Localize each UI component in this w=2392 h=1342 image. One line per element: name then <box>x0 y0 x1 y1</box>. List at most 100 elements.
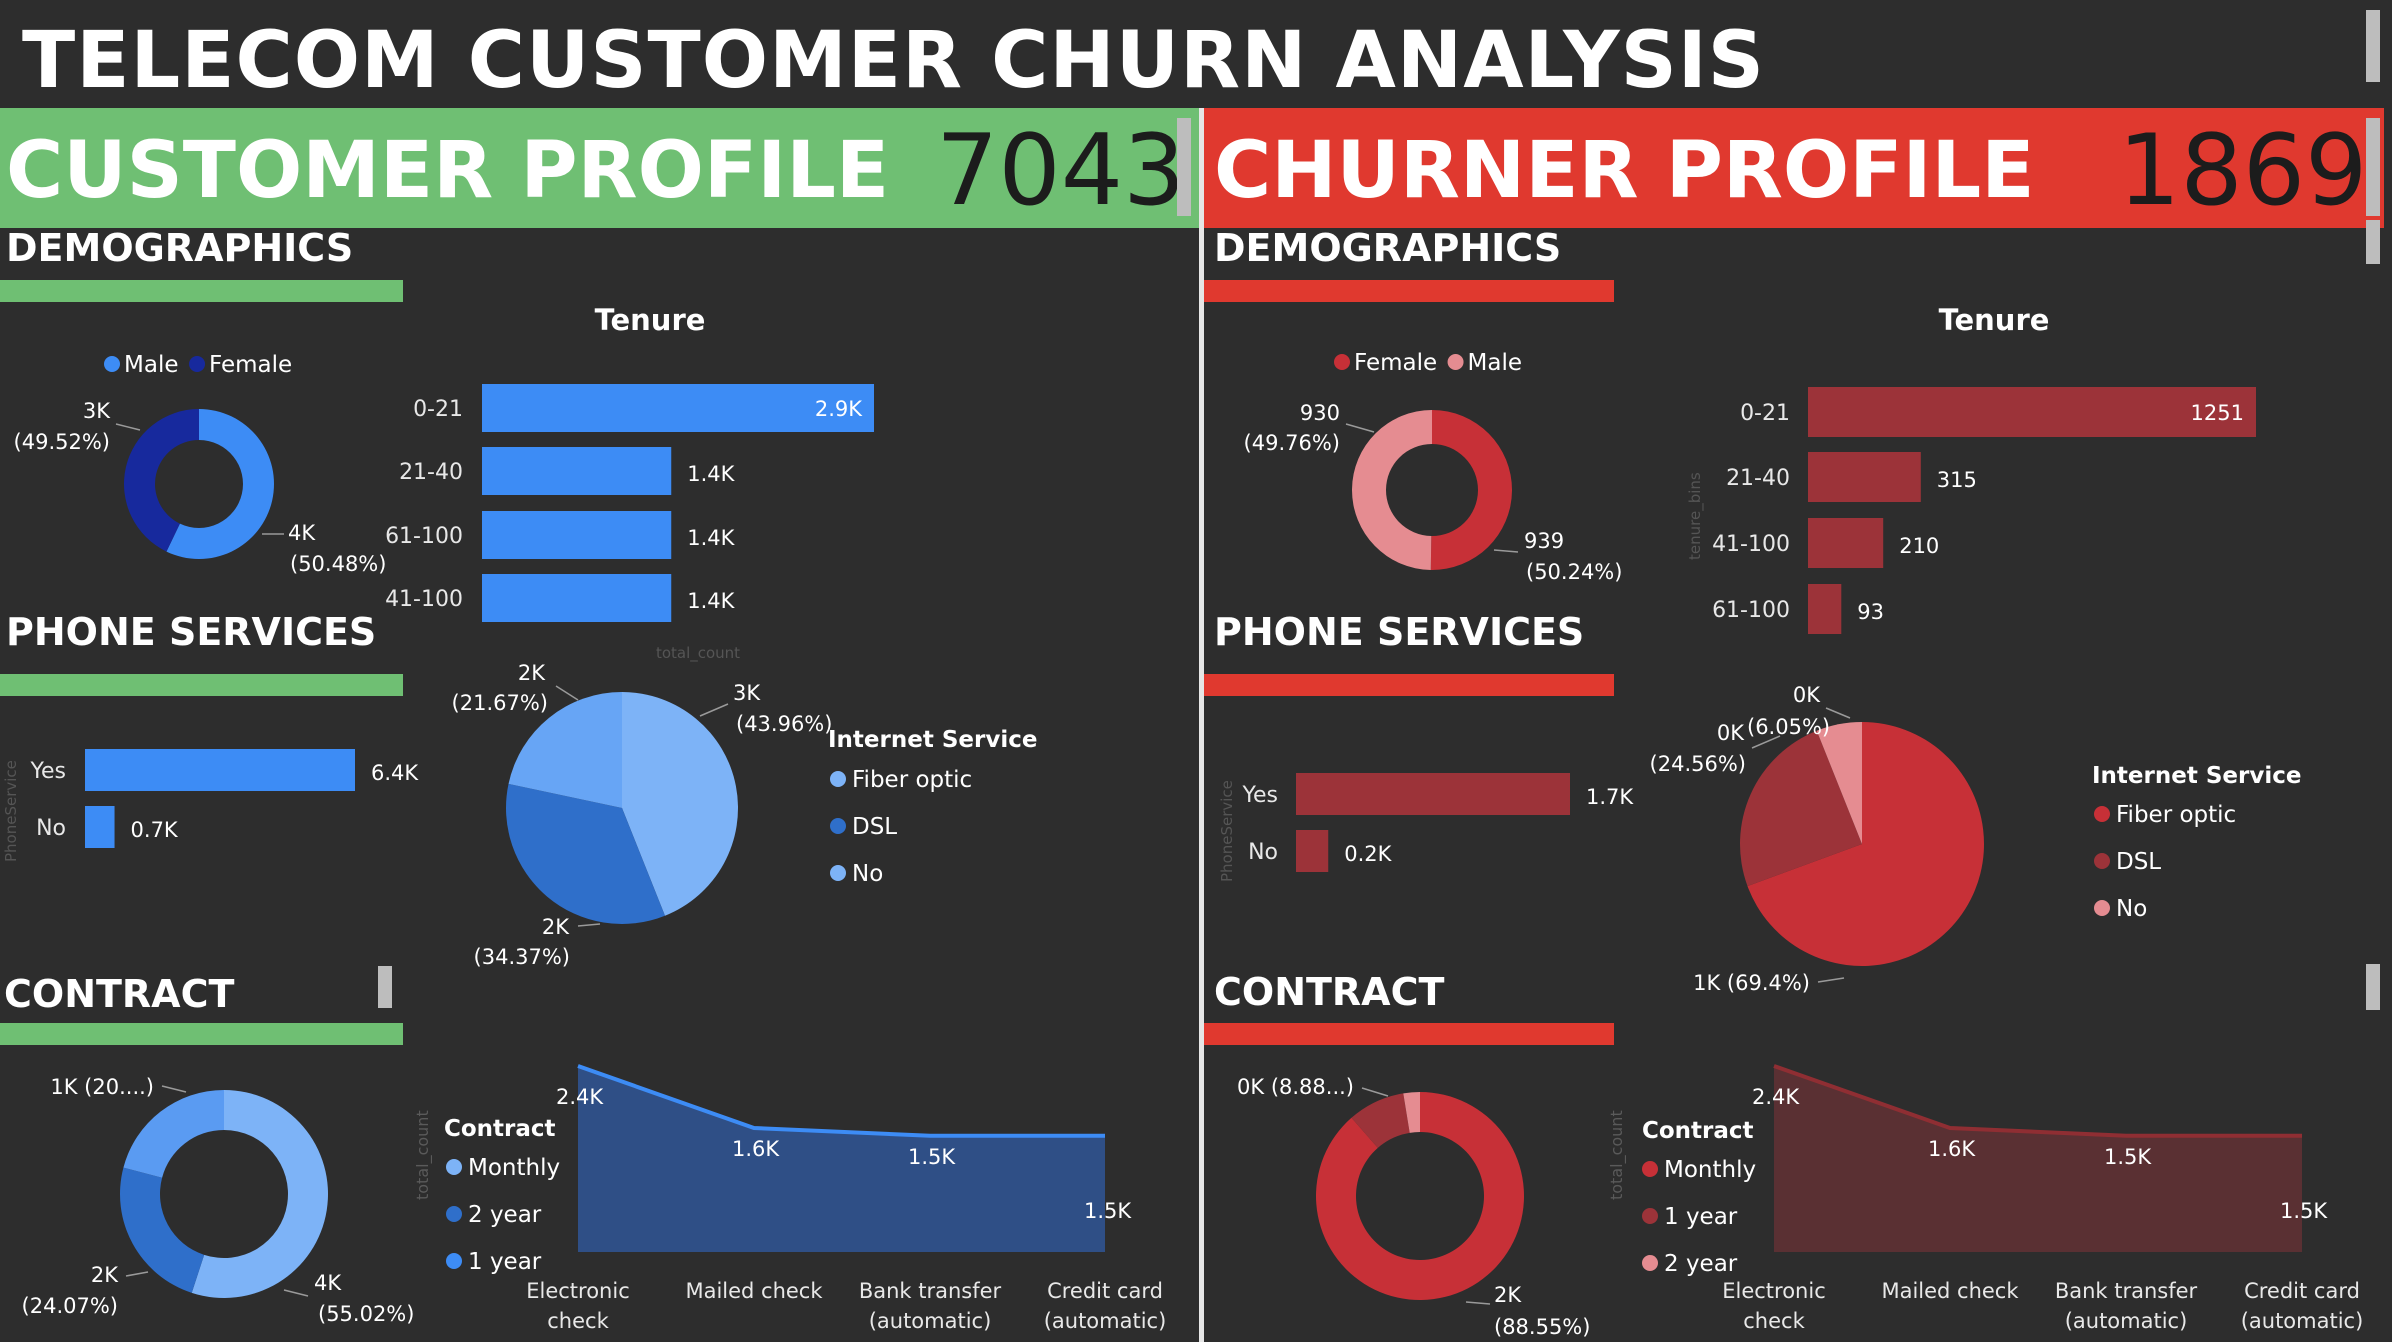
churn-contract-monthly-value: 2K <box>1494 1283 1522 1307</box>
customer-demographics-heading: DEMOGRAPHICS <box>6 226 354 270</box>
churn-gender-male-pct: (49.76%) <box>1244 431 1340 455</box>
cust_payment-category-1-line-0: Mailed check <box>685 1279 823 1303</box>
cust-contract-2year-leader <box>125 1271 149 1277</box>
cust_phone-value-1: 0.7K <box>131 818 179 842</box>
cust-internet-legend-fiber-optic-marker <box>830 771 846 787</box>
churn_gender-slice-female <box>1430 409 1513 570</box>
cust_phone-bar-0 <box>85 749 355 791</box>
cust-internet-legend-fiber-optic-label: Fiber optic <box>852 767 972 793</box>
churner-scroll-thumb[interactable] <box>2366 220 2380 264</box>
churn-internet-legend-fiber-optic-label: Fiber optic <box>2116 802 2236 828</box>
churn_contract-slice-monthly <box>1316 1092 1525 1300</box>
churner-banner-scroll-thumb[interactable] <box>2366 118 2380 216</box>
churn-gender-female-pct: (50.24%) <box>1526 560 1622 584</box>
cust-contract-legend-title: Contract <box>444 1116 556 1142</box>
panel-divider <box>1199 108 1204 1342</box>
churn_tenure-value-1: 315 <box>1937 468 1977 492</box>
churn-gender-male-leader <box>1345 423 1375 433</box>
cust-internet-dsl-leader <box>577 923 601 927</box>
cust_internet-slice-no <box>508 692 622 808</box>
churn_phone-value-1: 0.2K <box>1344 842 1392 866</box>
churn_tenure-bar-2 <box>1808 518 1884 568</box>
cust_gender-slice-male <box>166 409 274 559</box>
cust-internet-legend-title: Internet Service <box>828 727 1037 753</box>
churn_tenure-category-1: 21-40 <box>1726 466 1790 491</box>
cust-tenure-axis-label: total_count <box>656 644 740 663</box>
cust-gender-legend-male-marker <box>104 356 120 372</box>
cust_phone-category-1: No <box>36 816 66 841</box>
churn-contract-legend-monthly-marker <box>1642 1161 1658 1177</box>
cust_payment-value-2: 1.5K <box>908 1145 956 1169</box>
cust_payment-category-3-line-1: (automatic) <box>1044 1309 1167 1333</box>
cust_phone-bar-1 <box>85 806 115 848</box>
cust_payment-value-0: 2.4K <box>556 1085 604 1109</box>
customer-demographics-rule <box>0 280 403 302</box>
contract-scroll-thumb[interactable] <box>378 966 392 1008</box>
cust_payment-category-0-line-1: check <box>547 1309 609 1333</box>
customer-count: 7043 <box>936 114 1186 228</box>
cust-gender-male-value: 4K <box>288 521 316 545</box>
cust-internet-no-leader <box>555 685 579 701</box>
churn-internet-legend-fiber-optic-marker <box>2094 806 2110 822</box>
cust_tenure-category-2: 61-100 <box>385 524 463 549</box>
cust-gender-legend-male-label: Male <box>124 352 178 378</box>
churn-gender-legend-male-marker <box>1447 354 1464 370</box>
cust_payment-value-3: 1.5K <box>1084 1199 1132 1223</box>
cust_tenure-value-1: 1.4K <box>687 462 735 486</box>
cust-contract-legend-2-year-label: 2 year <box>468 1202 542 1228</box>
churn_payment-value-2: 1.5K <box>2104 1145 2152 1169</box>
cust-gender-female-value: 3K <box>83 399 111 423</box>
cust-contract-monthly-leader <box>283 1289 309 1297</box>
cust-internet-no-pct: (21.67%) <box>452 691 548 715</box>
churner-demographics-heading: DEMOGRAPHICS <box>1214 226 1562 270</box>
cust_tenure-value-2: 1.4K <box>687 526 735 550</box>
churn_gender-slice-male <box>1352 410 1432 570</box>
churn_internet-slice-no <box>1816 722 1862 844</box>
cust-internet-legend-no-marker <box>830 865 846 881</box>
churner-contract-scroll-thumb[interactable] <box>2366 964 2380 1010</box>
scrollbar-thumb[interactable] <box>2366 10 2380 82</box>
churn-internet-no-value: 0K <box>1793 683 1821 707</box>
customer-profile-banner: CUSTOMER PROFILE 7043 <box>0 108 1199 228</box>
churn_phone-category-0: Yes <box>1241 783 1278 808</box>
cust_phone-value-0: 6.4K <box>371 761 419 785</box>
churn-gender-female-value: 939 <box>1524 529 1564 553</box>
churn-contract-legend-1-year-marker <box>1642 1208 1658 1224</box>
churner-count: 1869 <box>2118 114 2368 228</box>
churn-contract-legend-monthly-label: Monthly <box>1664 1157 1756 1183</box>
churn_tenure-value-2: 210 <box>1899 534 1939 558</box>
churn_payment-category-0-line-0: Electronic <box>1722 1279 1826 1303</box>
churn-internet-fiber-leader <box>1817 977 1845 983</box>
customer-phone-rule <box>0 674 403 696</box>
churn-internet-dsl-pct: (24.56%) <box>1650 752 1746 776</box>
churn-tenure-title: Tenure <box>1939 303 2050 337</box>
cust-internet-no-value: 2K <box>518 661 546 685</box>
cust_payment-category-0-line-0: Electronic <box>526 1279 630 1303</box>
churn-contract-1year-leader <box>1361 1087 1389 1097</box>
cust_contract-slice-1-year <box>123 1090 224 1178</box>
churn_phone-bar-1 <box>1296 830 1329 872</box>
cust_internet-slice-fiber-optic <box>622 692 738 916</box>
churn_payment-category-3-line-1: (automatic) <box>2241 1309 2364 1333</box>
cust-contract-monthly-pct: (55.02%) <box>318 1302 414 1326</box>
cust_payment-line <box>577 1064 1105 1138</box>
cust-contract-legend-1-year-label: 1 year <box>468 1249 542 1275</box>
churn_payment-value-1: 1.6K <box>1928 1137 1976 1161</box>
cust_phone-category-0: Yes <box>29 759 66 784</box>
cust-internet-fiber-value: 3K <box>733 681 761 705</box>
churn-gender-legend-female-label: Female <box>1354 350 1437 376</box>
cust_payment-category-2-line-1: (automatic) <box>869 1309 992 1333</box>
cust_payment-category-3-line-0: Credit card <box>1047 1279 1163 1303</box>
cust-contract-monthly-value: 4K <box>314 1271 342 1295</box>
customer-profile-panel: CUSTOMER PROFILE 7043 DEMOGRAPHICS PHONE… <box>0 108 1199 1342</box>
churn-contract-legend-title: Contract <box>1642 1118 1754 1144</box>
banner-scroll-thumb[interactable] <box>1177 118 1191 216</box>
churn-gender-male-value: 930 <box>1300 401 1340 425</box>
churn-internet-fiber-value: 1K (69.4%) <box>1693 971 1810 995</box>
cust-contract-1year-value: 1K (20....) <box>50 1075 154 1099</box>
cust-internet-dsl-value: 2K <box>542 915 570 939</box>
churn_payment-line <box>1773 1064 2302 1138</box>
cust_tenure-category-1: 21-40 <box>399 460 463 485</box>
cust_tenure-bar-1 <box>482 447 672 495</box>
